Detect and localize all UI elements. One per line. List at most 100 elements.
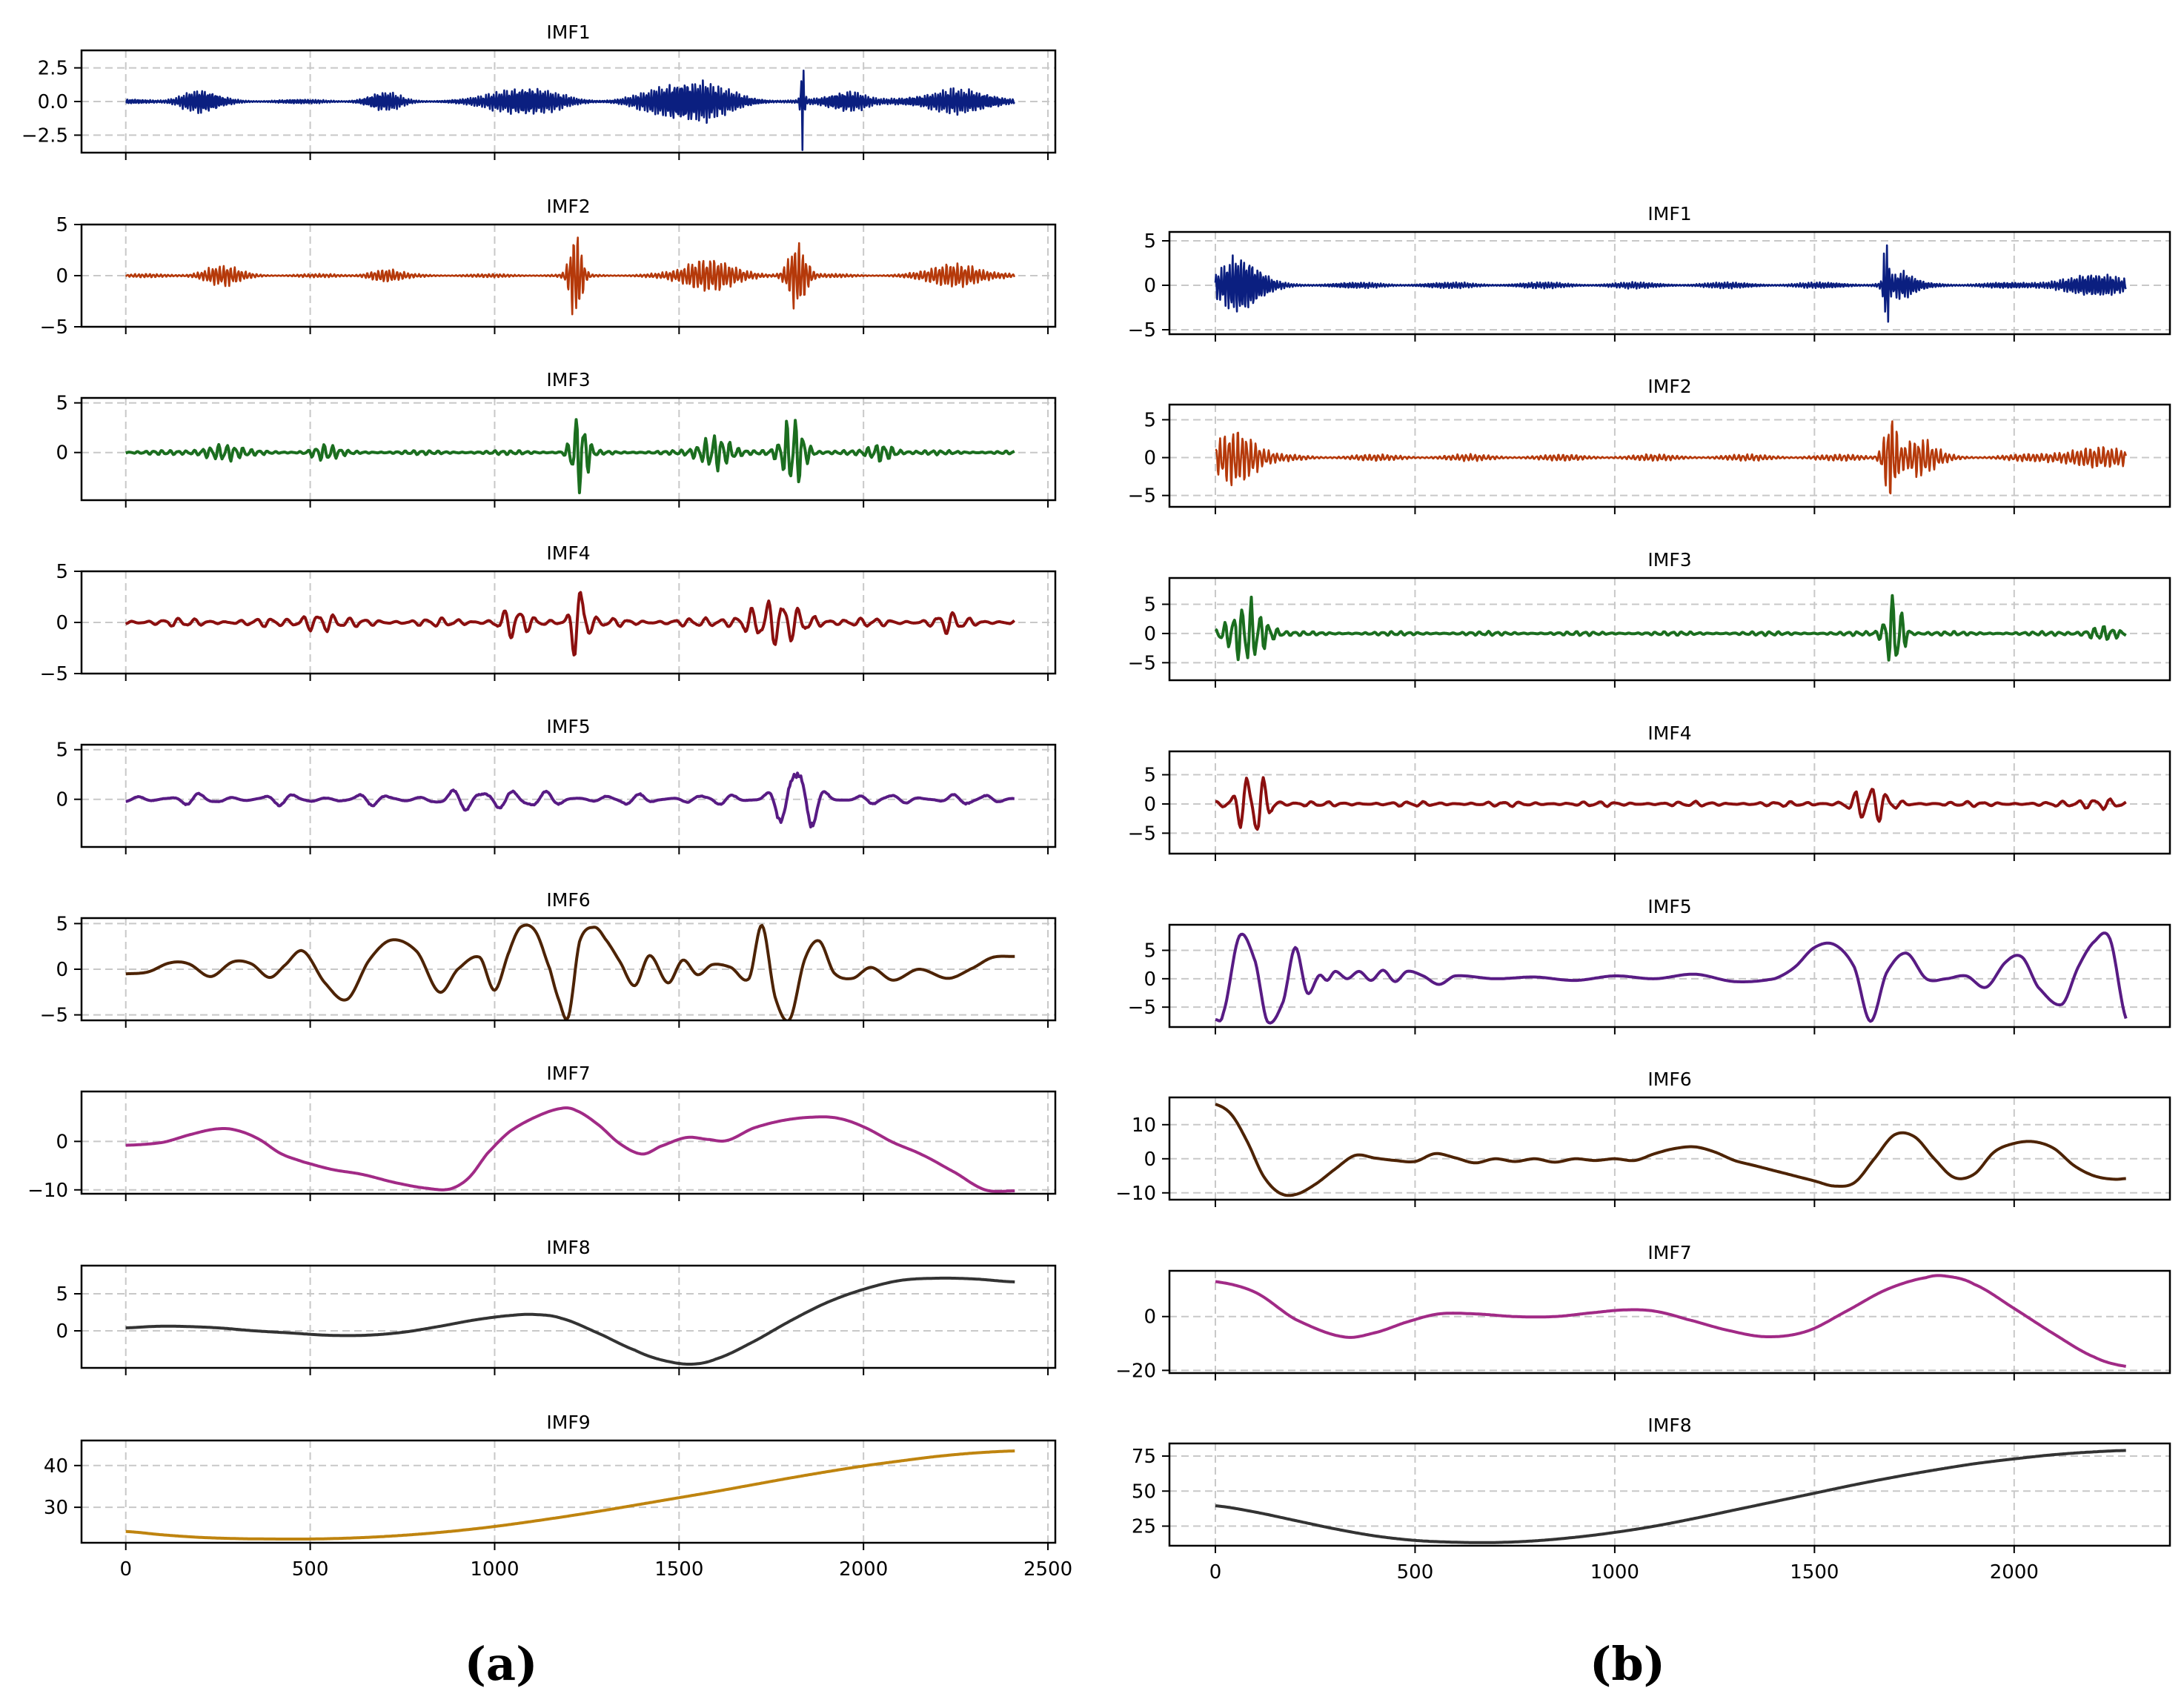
y-tick-label: 10 (1132, 1114, 1156, 1137)
y-tick-label: −10 (27, 1180, 68, 1202)
series-line-b-imf4 (1215, 776, 2127, 831)
series-line-a-imf6 (125, 923, 1015, 1020)
y-tick-label: 5 (56, 740, 68, 762)
subplot-a-imf1: IMF1 −2.5 0.0 2.5 (21, 21, 1057, 160)
subplot-b-imf5: IMF5 −5 0 5 (1128, 896, 2171, 1034)
subplot-a-imf7: IMF7 −10 0 (27, 1063, 1057, 1202)
subplot-b-imf1: IMF1 −5 0 5 (1128, 203, 2171, 342)
series-line-a-imf2 (125, 236, 1016, 316)
axes-frame (1168, 1442, 2171, 1547)
x-tick-label: 0 (1209, 1561, 1222, 1584)
series-line-b-imf6 (1215, 1103, 2126, 1197)
panel-label-a: (a) (465, 1637, 538, 1691)
y-tick-label: −5 (1128, 319, 1156, 342)
series-line-a-imf9 (125, 1449, 1015, 1541)
x-tick-label: 2500 (1023, 1558, 1072, 1581)
subplot-title: IMF6 (1647, 1069, 1691, 1090)
axes-frame (1168, 1269, 2171, 1375)
y-tick-label: 50 (1132, 1481, 1156, 1503)
y-tick-label: 5 (1144, 230, 1156, 253)
y-tick-label: 0 (56, 442, 68, 465)
y-tick-label: −5 (1128, 652, 1156, 674)
subplot-title: IMF2 (546, 196, 590, 217)
axes-frame (80, 1090, 1057, 1195)
axes-frame (1168, 403, 2171, 508)
subplot-title: IMF9 (546, 1412, 590, 1433)
subplot-title: IMF7 (1647, 1242, 1691, 1263)
y-tick-label: 5 (56, 1283, 68, 1306)
subplot-a-imf4: IMF4 −5 0 5 (40, 542, 1057, 685)
y-tick-label: 0 (56, 789, 68, 811)
y-tick-label: 0 (56, 265, 68, 288)
y-tick-label: 0 (56, 1131, 68, 1153)
series-line-a-imf8 (125, 1276, 1015, 1366)
subplot-a-imf3: IMF3 0 5 (56, 369, 1057, 508)
x-tick-label: 1500 (1790, 1561, 1839, 1584)
axes-frame (80, 1439, 1057, 1544)
y-tick-label: 5 (1144, 594, 1156, 616)
series-line-a-imf4 (125, 591, 1016, 657)
y-tick-label: 0.0 (38, 91, 68, 113)
y-tick-label: 0 (1144, 794, 1156, 816)
subplot-b-imf4: IMF4 −5 0 5 (1128, 722, 2171, 861)
x-tick-label: 500 (1397, 1561, 1434, 1584)
x-tick-label: 1000 (470, 1558, 519, 1581)
subplot-title: IMF4 (546, 542, 590, 564)
axes-frame (80, 1264, 1057, 1369)
subplot-a-imf2: IMF2 −5 0 5 (40, 196, 1057, 339)
subplot-title: IMF7 (546, 1063, 590, 1084)
axes-frame (1168, 230, 2171, 336)
y-tick-label: 0 (56, 612, 68, 634)
y-tick-label: 5 (1144, 409, 1156, 431)
subplot-title: IMF5 (546, 716, 590, 737)
panel-label-b: (b) (1590, 1637, 1665, 1691)
y-tick-label: 5 (56, 913, 68, 935)
y-tick-label: 0 (1144, 968, 1156, 991)
y-tick-label: −5 (40, 1005, 68, 1027)
panel-b-subplots: IMF1 −5 0 5 IMF2 −5 0 5 IMF3 −5 0 5 IMF4 −5 0 5 IMF5 −5 0 5… (1115, 203, 2171, 1584)
subplot-b-imf3: IMF3 −5 0 5 (1128, 549, 2171, 688)
series-line-a-imf7 (125, 1106, 1015, 1193)
y-tick-label: 5 (1144, 765, 1156, 787)
subplot-title: IMF1 (1647, 203, 1691, 225)
series-line-b-imf1 (1214, 244, 2127, 323)
y-tick-label: 5 (56, 214, 68, 236)
y-tick-label: 0 (1144, 448, 1156, 470)
y-tick-label: 25 (1132, 1516, 1156, 1538)
y-tick-label: −2.5 (21, 124, 68, 147)
y-tick-label: −5 (40, 316, 68, 339)
subplot-a-imf5: IMF5 0 5 (56, 716, 1057, 854)
y-tick-label: 5 (56, 393, 68, 415)
y-tick-label: 40 (44, 1455, 68, 1478)
axes-frame (1168, 1096, 2171, 1201)
y-tick-label: 2.5 (38, 58, 68, 80)
x-tick-label: 2000 (1990, 1561, 2039, 1584)
axes-frame (1168, 923, 2171, 1029)
y-tick-label: 30 (44, 1497, 68, 1519)
series-line-a-imf5 (125, 771, 1015, 828)
subplot-b-imf8: IMF8 25 50 75 0 500 1000 1500 2000 (1132, 1415, 2171, 1584)
subplot-b-imf2: IMF2 −5 0 5 (1128, 376, 2171, 514)
y-tick-label: 0 (1144, 1306, 1156, 1329)
subplot-b-imf6: IMF6 −10 0 10 (1115, 1069, 2171, 1207)
y-tick-label: −20 (1115, 1360, 1156, 1382)
subplot-title: IMF2 (1647, 376, 1691, 397)
subplot-title: IMF8 (546, 1237, 590, 1258)
y-tick-label: −5 (1128, 485, 1156, 508)
subplot-title: IMF6 (546, 889, 590, 911)
x-tick-label: 2000 (839, 1558, 888, 1581)
y-tick-label: 75 (1132, 1446, 1156, 1468)
y-tick-label: 0 (1144, 623, 1156, 645)
series-line-a-imf3 (125, 418, 1015, 494)
subplot-title: IMF3 (546, 369, 590, 391)
y-tick-label: 5 (56, 561, 68, 583)
subplot-title: IMF8 (1647, 1415, 1691, 1436)
y-tick-label: 0 (1144, 275, 1156, 297)
axes-frame (80, 743, 1057, 848)
axes-frame (80, 396, 1057, 502)
x-tick-label: 500 (292, 1558, 329, 1581)
series-line-b-imf2 (1215, 420, 2127, 495)
subplot-b-imf7: IMF7 −20 0 (1115, 1242, 2171, 1382)
y-tick-label: −5 (1128, 997, 1156, 1019)
panel-a-subplots: IMF1−2.50.02.5IMF2−505IMF305IMF4−505IMF5… (21, 21, 1072, 1581)
